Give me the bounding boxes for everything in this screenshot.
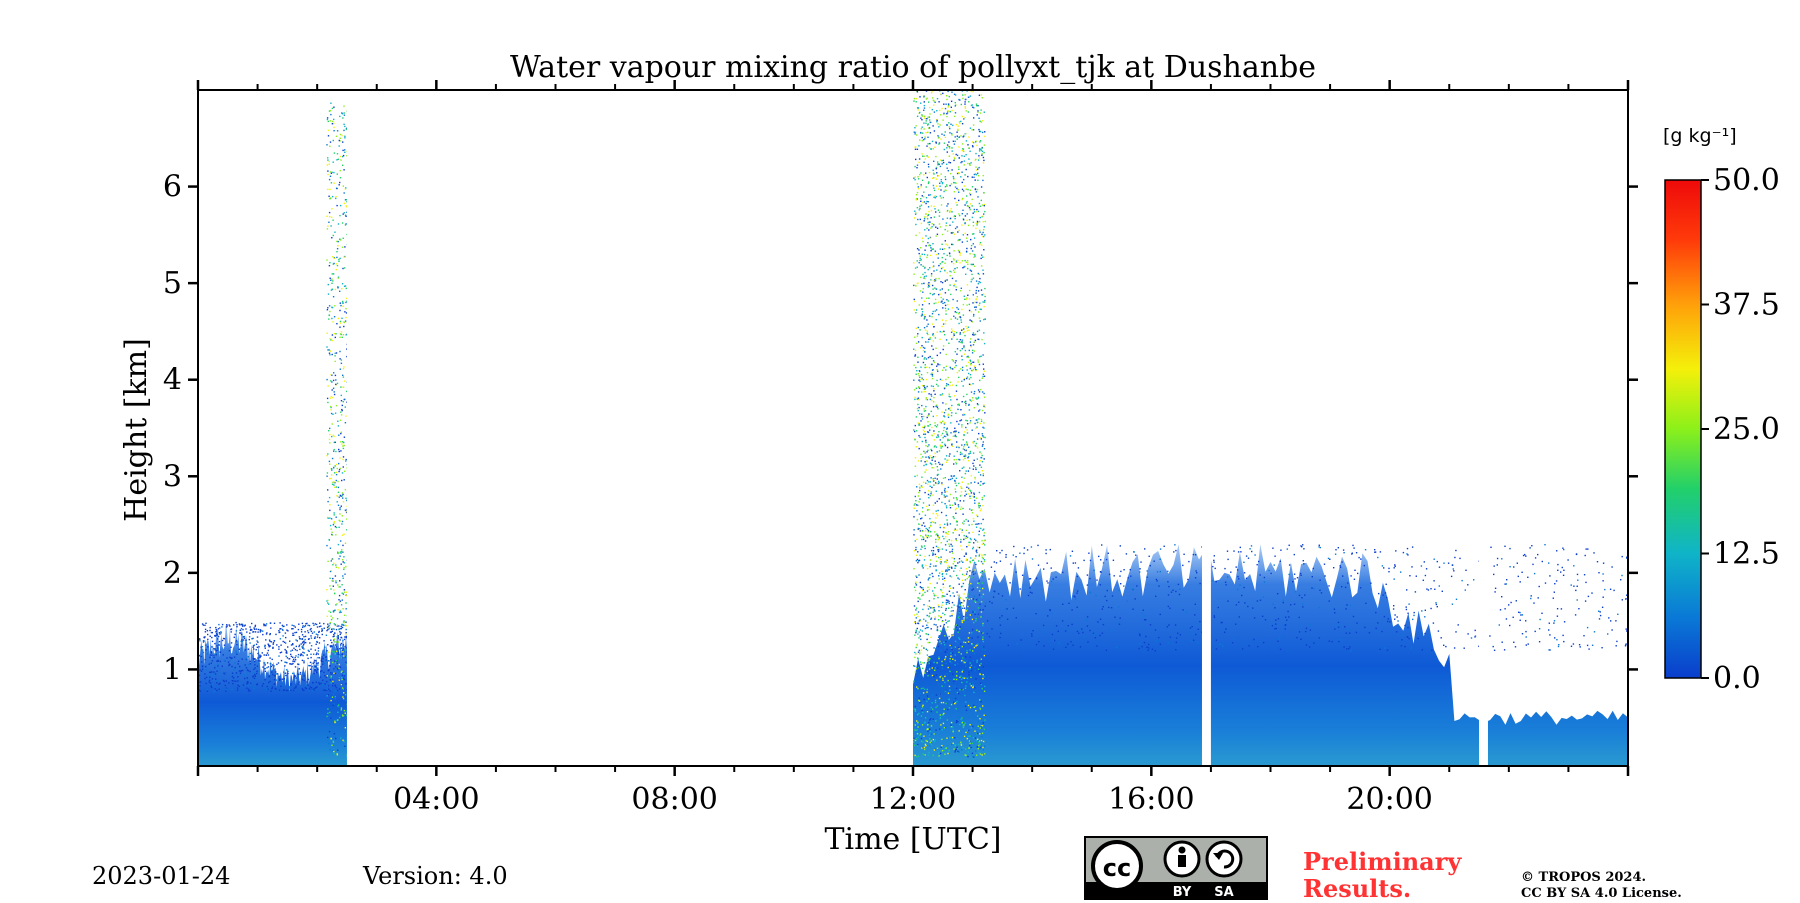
y-axis-label: Height [km] <box>119 338 154 522</box>
y-tick-label: 5 <box>163 266 182 301</box>
data-gap-1 <box>1202 90 1211 766</box>
heatmap-region-night-segment-1 <box>198 622 348 766</box>
cc-license-badge: cc BY SA <box>1085 837 1267 900</box>
colorbar: [g kg⁻¹] 50.0 37.5 25.0 12.5 0.0 <box>1663 125 1780 696</box>
colorbar-tick-label: 37.5 <box>1713 288 1780 323</box>
y-tick-label: 6 <box>163 170 182 205</box>
x-tick-label: 08:00 <box>631 782 717 817</box>
preliminary-line1: Preliminary <box>1303 848 1461 875</box>
y-tick-label: 1 <box>163 652 182 687</box>
y-tick-label: 2 <box>163 556 182 591</box>
data-gap-0 <box>347 90 913 766</box>
sa-share-icon <box>1207 842 1241 876</box>
heatmap-region-daytime-segment <box>913 544 1629 766</box>
colorbar-unit-label: [g kg⁻¹] <box>1663 125 1737 147</box>
boundary-layer-fill <box>913 544 1628 766</box>
data-gap-2 <box>1479 90 1488 766</box>
cc-sa-text: SA <box>1214 885 1233 900</box>
x-tick-label: 12:00 <box>870 782 956 817</box>
cc-by-text: BY <box>1173 885 1192 900</box>
preliminary-line2: Results. <box>1303 875 1461 902</box>
copyright-line1: © TROPOS 2024. <box>1521 870 1682 886</box>
boundary-layer-fill <box>198 624 347 766</box>
colorbar-tick-label: 25.0 <box>1713 412 1780 447</box>
data-layer <box>198 90 1629 766</box>
colorbar-tick-label: 12.5 <box>1713 537 1780 572</box>
colorbar-ticks: 50.0 37.5 25.0 12.5 0.0 <box>1701 163 1780 696</box>
y-tick-label: 3 <box>163 459 182 494</box>
plot-area <box>198 90 1629 766</box>
colorbar-tick-label: 0.0 <box>1713 661 1761 696</box>
colorbar-tick-label: 50.0 <box>1713 163 1780 198</box>
copyright-notice: © TROPOS 2024. CC BY SA 4.0 License. <box>1521 870 1682 902</box>
date-label: 2023-01-24 <box>92 862 230 890</box>
chart-title: Water vapour mixing ratio of pollyxt_tjk… <box>510 50 1316 85</box>
x-tick-label: 16:00 <box>1108 782 1194 817</box>
x-tick-label: 04:00 <box>393 782 479 817</box>
x-axis-label: Time [UTC] <box>825 822 1002 857</box>
colorbar-gradient <box>1665 180 1701 678</box>
preliminary-results-label: Preliminary Results. <box>1303 848 1461 902</box>
y-tick-label: 4 <box>163 363 182 398</box>
x-tick-label: 20:00 <box>1346 782 1432 817</box>
version-label: Version: 4.0 <box>363 862 508 890</box>
cc-badge-text: cc <box>1103 854 1131 882</box>
